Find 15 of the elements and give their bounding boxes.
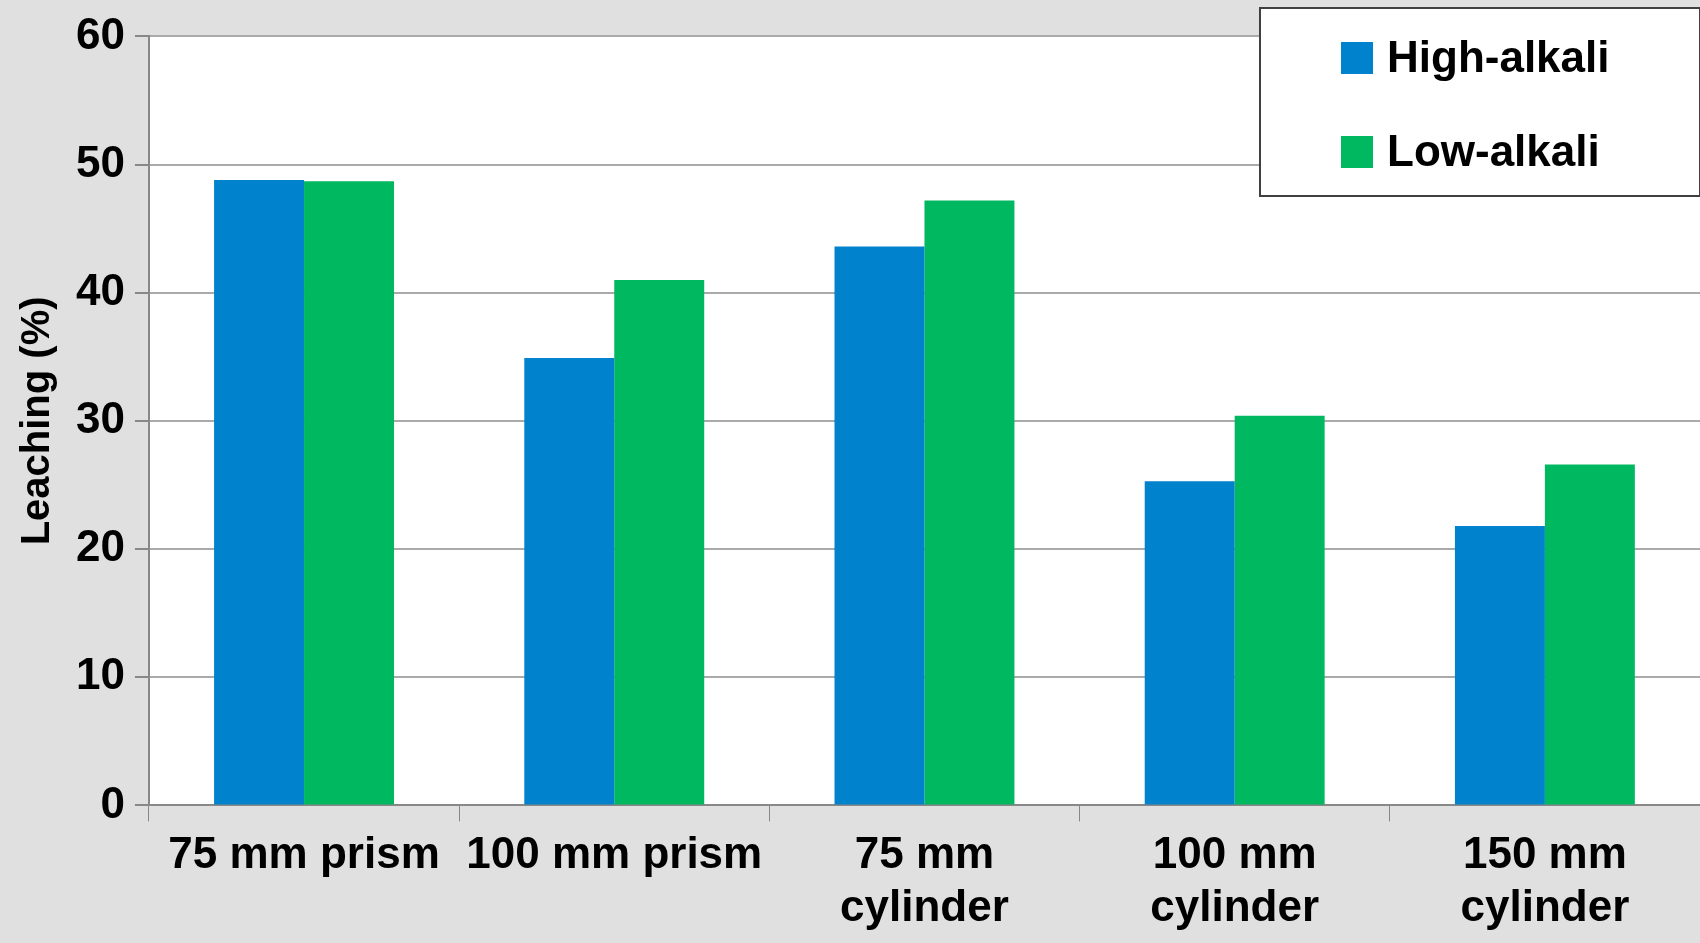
y-tick-label: 50	[75, 136, 125, 186]
x-tick-label: 100 mm prism	[466, 827, 763, 877]
x-tick-label: 75 mm prism	[168, 827, 440, 877]
y-tick-label: 20	[75, 521, 125, 571]
x-tick-label: 100 mm cylinder	[1150, 827, 1320, 930]
legend-label: Low-alkali	[1387, 126, 1600, 176]
legend-label: High-alkali	[1387, 32, 1610, 82]
y-tick-label: 30	[75, 393, 125, 443]
y-tick-label: 10	[75, 649, 125, 699]
x-tick-label: 150 mm cylinder	[1460, 827, 1630, 930]
y-tick-label: 60	[75, 8, 125, 58]
y-axis-title: Leaching (%)	[13, 296, 58, 546]
y-tick-label: 0	[100, 777, 125, 827]
x-tick-label: 75 mm cylinder	[840, 827, 1009, 930]
y-tick-label: 40	[75, 264, 125, 314]
